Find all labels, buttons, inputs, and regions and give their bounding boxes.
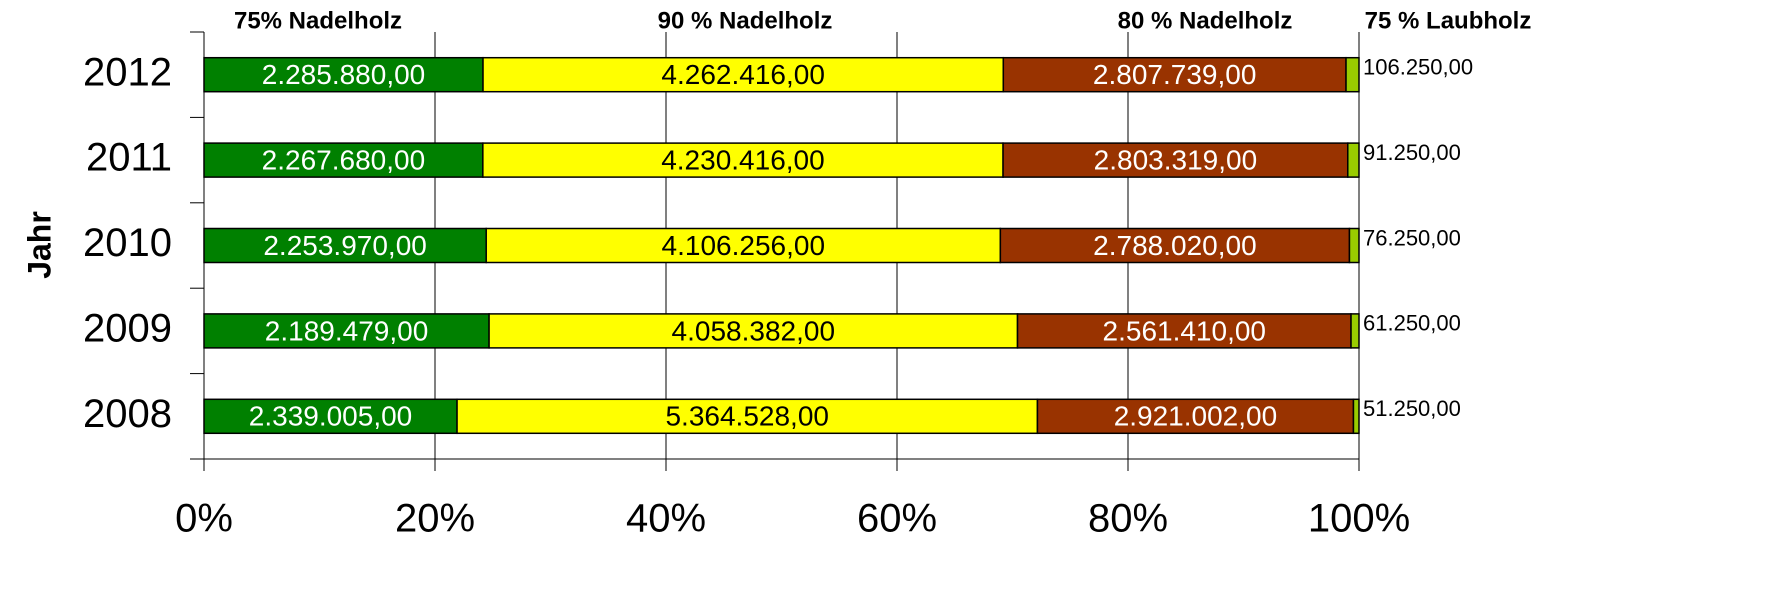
data-label: 2.339.005,00 — [249, 401, 413, 432]
data-label: 4.230.416,00 — [661, 144, 825, 175]
bar-segment — [203, 56, 484, 93]
data-label: 2.285.880,00 — [262, 59, 426, 90]
data-label: 61.250,00 — [1363, 311, 1461, 336]
data-label: 91.250,00 — [1363, 140, 1461, 165]
legend-label: 90 % Nadelholz — [658, 7, 833, 34]
bar-segment — [1347, 142, 1360, 178]
data-label: 106.250,00 — [1363, 55, 1473, 80]
x-tick-label: 100% — [1308, 497, 1410, 541]
data-label: 51.250,00 — [1363, 396, 1461, 421]
bar-segment — [488, 313, 1019, 349]
y-axis-label: Jahr — [21, 211, 57, 279]
x-tick-label: 80% — [1088, 497, 1168, 541]
y-tick-label: 2010 — [83, 221, 172, 265]
x-tick-label: 60% — [857, 497, 937, 541]
bar-segment — [203, 313, 490, 349]
data-label: 2.788.020,00 — [1093, 230, 1257, 261]
bar-segment — [203, 398, 458, 435]
y-tick-label: 2011 — [86, 136, 172, 180]
x-tick-label: 40% — [626, 497, 706, 541]
data-label: 5.364.528,00 — [665, 401, 829, 432]
bar-segment — [1002, 142, 1349, 178]
x-tick-label: 0% — [175, 497, 233, 541]
legend-label: 75% Nadelholz — [234, 7, 402, 34]
bar-segment — [1002, 56, 1347, 93]
data-label: 2.267.680,00 — [262, 144, 426, 175]
bar-segment — [1348, 227, 1360, 264]
bar-segment — [1345, 56, 1360, 93]
y-tick-label: 2012 — [83, 50, 172, 94]
bar-segment — [1352, 398, 1360, 435]
legend-label: 80 % Nadelholz — [1118, 7, 1293, 34]
data-label: 2.253.970,00 — [263, 230, 427, 261]
bar-segment — [482, 56, 1005, 93]
data-label: 2.561.410,00 — [1103, 315, 1267, 346]
data-label: 2.803.319,00 — [1094, 144, 1258, 175]
data-label: 2.189.479,00 — [265, 315, 429, 346]
bar-segment — [1350, 313, 1360, 349]
data-label: 4.058.382,00 — [672, 315, 836, 346]
y-tick-label: 2008 — [83, 392, 172, 436]
data-label: 2.921.002,00 — [1114, 401, 1278, 432]
bar-segment — [485, 227, 1002, 264]
y-tick-label: 2009 — [83, 306, 172, 350]
x-tick-label: 20% — [395, 497, 475, 541]
data-label: 2.807.739,00 — [1093, 59, 1257, 90]
data-label: 4.262.416,00 — [661, 59, 825, 90]
data-label: 76.250,00 — [1363, 225, 1461, 250]
legend-label: 75 % Laubholz — [1365, 7, 1532, 34]
bar-segment — [456, 398, 1039, 435]
data-label: 4.106.256,00 — [662, 230, 826, 261]
